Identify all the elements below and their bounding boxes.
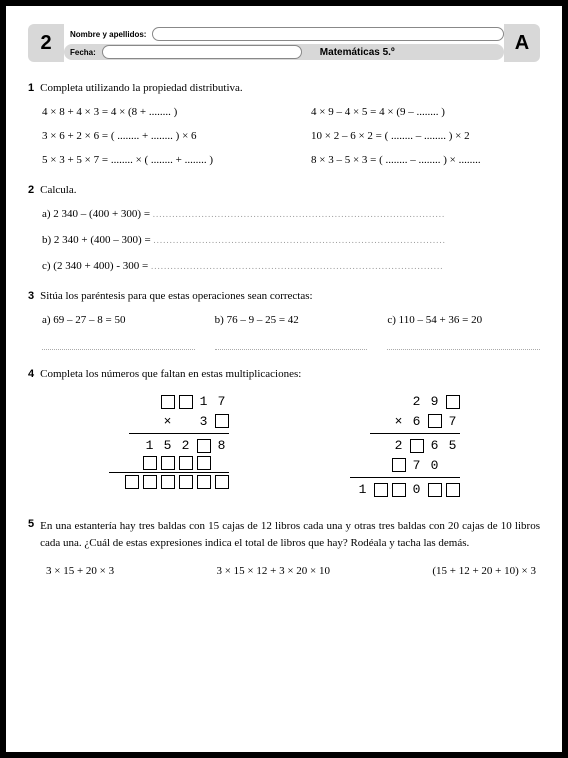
ex1-item: 4 × 8 + 4 × 3 = 4 × (8 + ........ ) xyxy=(42,106,271,118)
ex1-item: 10 × 2 – 6 × 2 = ( ........ – ........ )… xyxy=(311,130,540,142)
ex-prompt: Completa los números que faltan en estas… xyxy=(40,368,301,380)
answer-line[interactable] xyxy=(215,340,368,350)
multiplication-2: 29 ×67 265 70 10 xyxy=(350,392,460,500)
ex2-c: c) (2 340 + 400) - 300 = xyxy=(42,260,151,272)
date-label: Fecha: xyxy=(64,48,102,57)
ex3-b: b) 76 – 9 – 25 = 42 xyxy=(215,314,368,326)
answer-line[interactable]: ........................................… xyxy=(153,209,446,219)
subject-label: Matemáticas 5.º xyxy=(302,47,407,58)
ex1-item: 8 × 3 – 5 × 3 = ( ........ – ........ ) … xyxy=(311,154,540,166)
date-input[interactable] xyxy=(102,45,302,59)
name-label: Nombre y apellidos: xyxy=(64,30,152,39)
ex5-expr-2: 3 × 15 × 12 + 3 × 20 × 10 xyxy=(216,565,330,577)
ex2-b: b) 2 340 + (400 – 300) = xyxy=(42,234,153,246)
ex2-a: a) 2 340 – (400 + 300) = xyxy=(42,208,153,220)
worksheet-page: 2 Nombre y apellidos: Fecha: Matemáticas… xyxy=(6,6,562,752)
variant-badge: A xyxy=(504,24,540,62)
answer-line[interactable]: ........................................… xyxy=(151,261,444,271)
ex-prompt: En una estantería hay tres baldas con 15… xyxy=(40,518,540,553)
ex5-expr-3: (15 + 12 + 20 + 10) × 3 xyxy=(432,565,536,577)
page-number-badge: 2 xyxy=(28,24,64,62)
ex-number: 1 xyxy=(28,82,34,94)
ex5-expr-1: 3 × 15 + 20 × 3 xyxy=(46,565,114,577)
name-input[interactable] xyxy=(152,27,504,41)
ex-number: 4 xyxy=(28,368,34,380)
ex-number: 3 xyxy=(28,290,34,302)
exercise-5: 5 En una estantería hay tres baldas con … xyxy=(28,518,540,577)
header: 2 Nombre y apellidos: Fecha: Matemáticas… xyxy=(28,24,540,62)
answer-line[interactable] xyxy=(42,340,195,350)
ex3-a: a) 69 – 27 – 8 = 50 xyxy=(42,314,195,326)
answer-line[interactable]: ........................................… xyxy=(153,235,446,245)
ex3-c: c) 110 – 54 + 36 = 20 xyxy=(387,314,540,326)
exercise-2: 2 Calcula. a) 2 340 – (400 + 300) = ....… xyxy=(28,184,540,272)
exercise-3: 3 Sitúa los paréntesis para que estas op… xyxy=(28,290,540,350)
ex-prompt: Sitúa los paréntesis para que estas oper… xyxy=(40,290,312,302)
ex1-item: 3 × 6 + 2 × 6 = ( ........ + ........ ) … xyxy=(42,130,271,142)
header-fields: Nombre y apellidos: Fecha: Matemáticas 5… xyxy=(64,24,504,62)
exercise-1: 1 Completa utilizando la propiedad distr… xyxy=(28,82,540,166)
answer-line[interactable] xyxy=(387,340,540,350)
ex-number: 2 xyxy=(28,184,34,196)
ex1-item: 5 × 3 + 5 × 7 = ........ × ( ........ + … xyxy=(42,154,271,166)
ex-number: 5 xyxy=(28,518,34,553)
ex-prompt: Calcula. xyxy=(40,184,76,196)
multiplication-1: 17 ×3 1528 xyxy=(109,392,229,500)
exercise-4: 4 Completa los números que faltan en est… xyxy=(28,368,540,500)
ex1-item: 4 × 9 – 4 × 5 = 4 × (9 – ........ ) xyxy=(311,106,540,118)
ex-prompt: Completa utilizando la propiedad distrib… xyxy=(40,82,243,94)
